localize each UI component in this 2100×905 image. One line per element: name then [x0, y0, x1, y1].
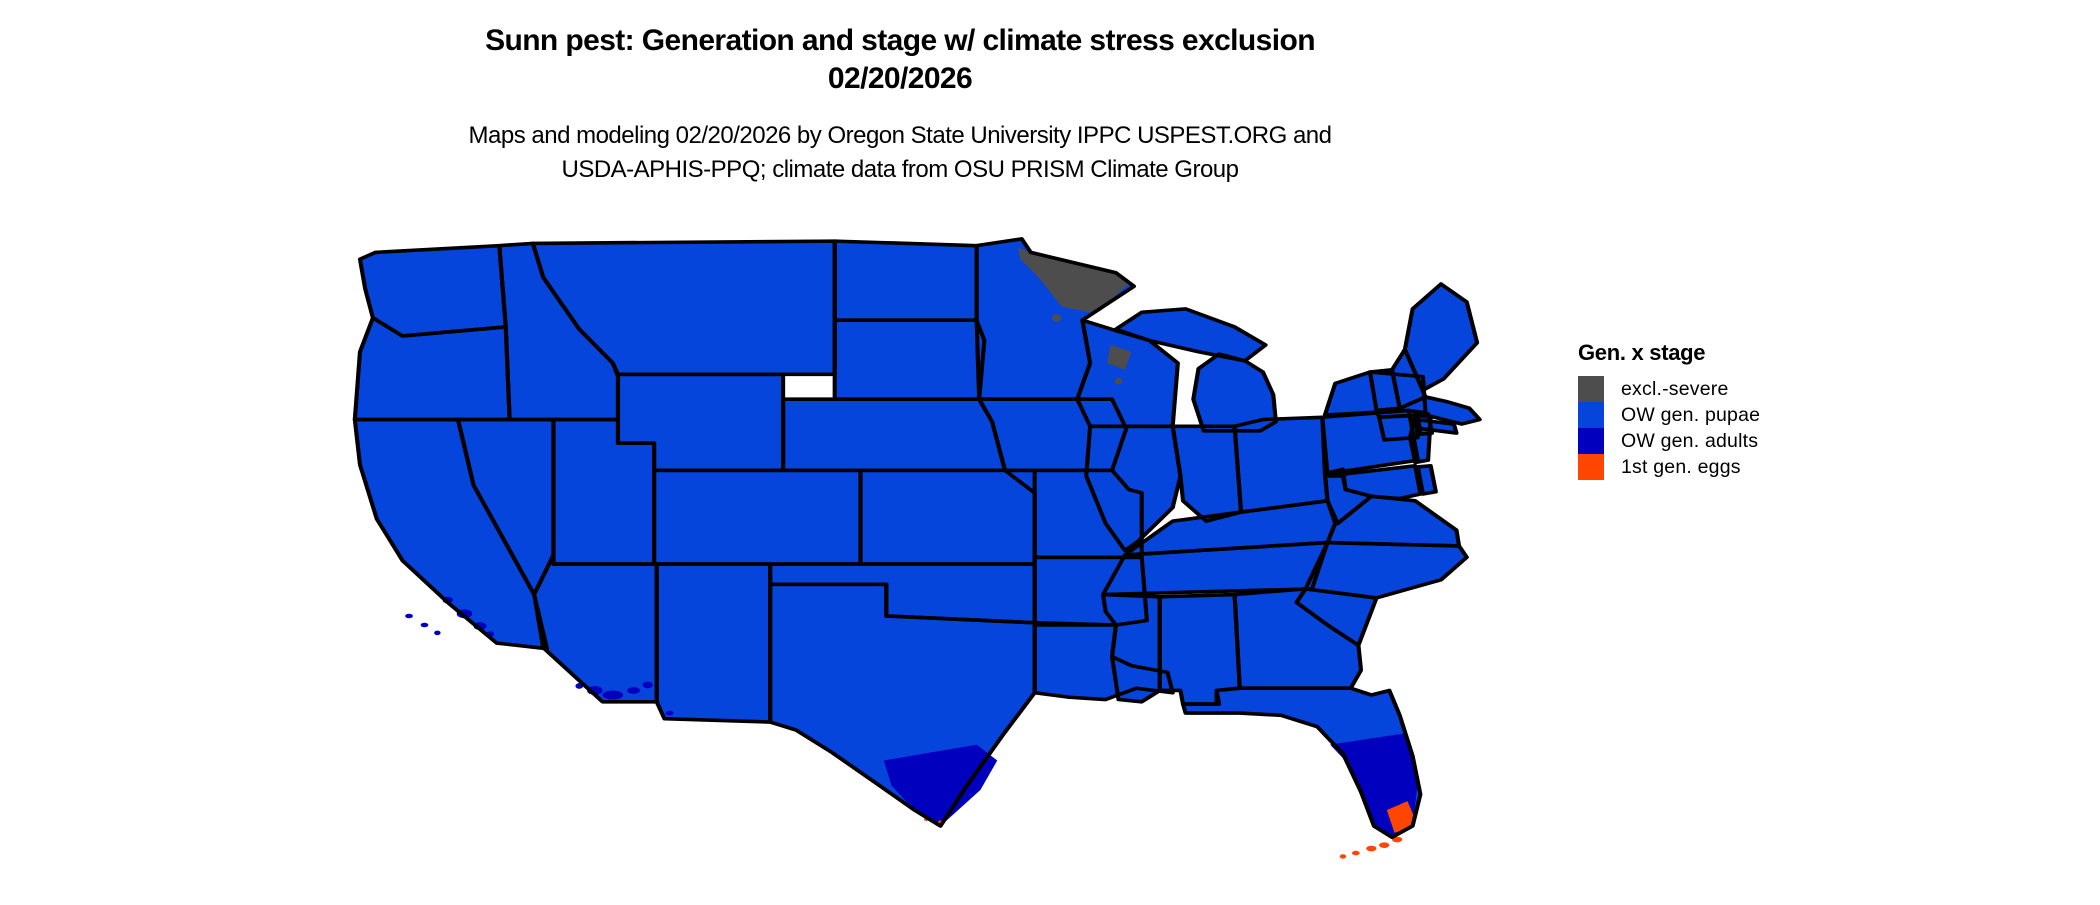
legend-swatch-ow-gen-pupae	[1578, 402, 1604, 428]
region-excl-severe-wisconsin	[1106, 345, 1132, 385]
conus-map-svg	[280, 205, 1570, 859]
legend-item-excl-severe: excl.-severe	[1578, 376, 1838, 402]
legend-label: OW gen. pupae	[1621, 403, 1761, 426]
figure-title-date: 02/20/2026	[827, 62, 973, 95]
legend-item-1st-gen-eggs: 1st gen. eggs	[1578, 454, 1838, 480]
region-ow-adults-south-texas	[883, 744, 998, 826]
legend-swatch-1st-gen-eggs	[1578, 454, 1604, 480]
legend: Gen. x stage excl.-severe OW gen. pupae …	[1578, 340, 1838, 480]
figure-title: Sunn pest: Generation and stage w/ clima…	[485, 24, 1315, 57]
legend-item-ow-gen-adults: OW gen. adults	[1578, 428, 1838, 454]
legend-label: OW gen. adults	[1621, 429, 1759, 452]
legend-label: excl.-severe	[1621, 377, 1729, 400]
us-choropleth-map	[280, 205, 1570, 905]
legend-label: 1st gen. eggs	[1621, 455, 1741, 478]
region-1st-gen-eggs-south-florida	[1339, 801, 1416, 859]
figure-subtitle-line1: Maps and modeling 02/20/2026 by Oregon S…	[468, 122, 1332, 149]
legend-item-ow-gen-pupae: OW gen. pupae	[1578, 402, 1838, 428]
region-ow-adults-southern-arizona	[575, 681, 674, 716]
legend-rows: excl.-severe OW gen. pupae OW gen. adult…	[1578, 376, 1838, 480]
map-base-fill-layer	[354, 238, 1480, 838]
legend-swatch-excl-severe	[1578, 376, 1604, 402]
figure-subtitle-line2: USDA-APHIS-PPQ; climate data from OSU PR…	[561, 156, 1239, 183]
legend-title: Gen. x stage	[1578, 340, 1706, 365]
region-excl-severe-minnesota	[1017, 247, 1129, 322]
legend-swatch-ow-gen-adults	[1578, 428, 1604, 454]
